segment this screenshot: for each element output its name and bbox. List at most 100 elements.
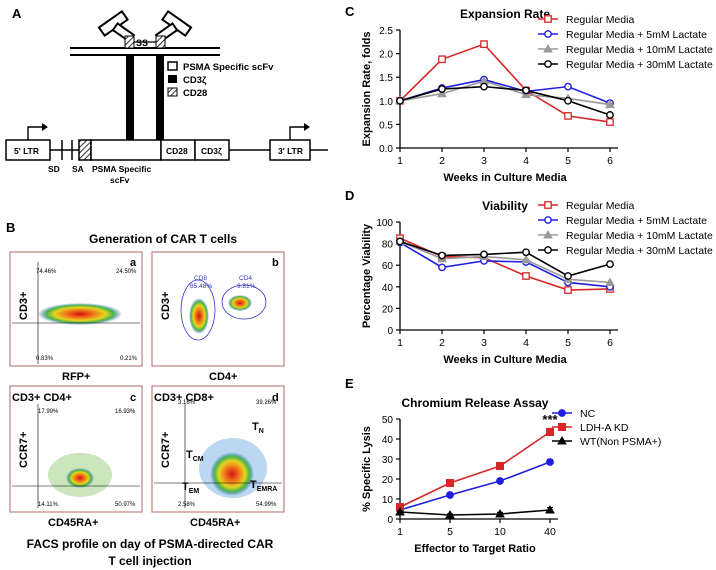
y-tick-label: 1.5 [379, 73, 393, 84]
y-axis-title: Percentage Viability [361, 223, 373, 328]
data-point [564, 112, 572, 120]
legend-label: Regular Media + 10mM Lactate [566, 230, 713, 242]
plot-header: CD3+ CD8+ [154, 392, 214, 404]
x-tick-label: 1 [397, 155, 403, 167]
x-tick-label: 6 [607, 337, 613, 349]
legend-marker [558, 423, 566, 431]
y-tick-label: 20 [382, 304, 394, 315]
x-axis-label: CD4+ [209, 371, 237, 383]
quadrant-ur: 16.93% [115, 409, 136, 415]
x-axis-title: Weeks in Culture Media [443, 172, 567, 184]
cd4-population [228, 295, 252, 311]
panel-letter-a: A [12, 6, 22, 21]
data-point [564, 286, 572, 294]
y-tick-label: 0 [387, 326, 393, 337]
y-tick-label: 0.5 [379, 120, 393, 131]
chart-title: Viability [482, 199, 528, 213]
x-axis-label: RFP+ [62, 371, 90, 383]
facs-plot-b: b CD8 85.48% CD4 9.81% CD4+ CD3+ [151, 251, 285, 383]
plot-letter: d [272, 392, 279, 404]
x-tick-label: 3 [481, 337, 487, 349]
cd28-box-label: CD28 [166, 146, 188, 156]
data-point [546, 428, 554, 436]
cd8-gate-value: 85.48% [190, 283, 212, 290]
x-tick-label: 5 [565, 337, 571, 349]
y-axis-label: CCR7+ [160, 432, 172, 468]
y-tick-label: 20 [382, 475, 394, 486]
y-tick-label: 50 [382, 415, 394, 426]
legend-marker [544, 246, 552, 254]
data-point [521, 254, 531, 264]
data-point [396, 237, 404, 246]
data-point [445, 509, 455, 519]
legend: NC LDH-A KD WT(Non PSMA+) [552, 408, 661, 448]
chart-title: Expansion Rate [460, 7, 550, 21]
panel-letter-b: B [6, 220, 15, 235]
x-axis-title: Weeks in Culture Media [443, 354, 567, 366]
cd28-swatch [167, 87, 178, 97]
legend-label: Regular Media + 30mM Lactate [566, 245, 713, 257]
x-axis-label: CD45RA+ [48, 517, 98, 529]
quadrant-ur: 39.26% [256, 400, 277, 406]
y-tick-label: 100 [376, 218, 393, 229]
vector-construct: 5' LTR SD SA PSMA Specific scFv CD28 CD3… [5, 123, 328, 185]
quadrant-ll: 2.58% [178, 502, 196, 508]
y-tick-label: 80 [382, 240, 394, 251]
plot-header: CD3+ CD4+ [12, 392, 72, 404]
y-tick-label: 0.0 [379, 144, 393, 155]
x-tick-label: 6 [607, 155, 613, 167]
panel-letter-c: C [345, 4, 355, 19]
series-line [399, 431, 551, 508]
quadrant-lr: 54.99% [256, 502, 277, 508]
legend-marker [558, 409, 566, 417]
legend: Regular Media Regular Media + 5mM Lactate… [538, 200, 713, 257]
ltr5-label: 5' LTR [14, 146, 39, 156]
legend-a: PSMA Specific scFv CD3ζ CD28 [167, 61, 274, 99]
legend-label: Regular Media [566, 200, 634, 212]
data-point [438, 263, 446, 272]
facs-plot-d: CD3+ CD8+ d 3.16% 39.26% 2.58% 54.99% TC… [151, 385, 285, 529]
x-tick-label: 2 [439, 155, 445, 167]
series-line [399, 509, 551, 516]
quadrant-lr: 0.21% [120, 356, 138, 362]
data-point [564, 82, 572, 91]
y-tick-label: 40 [382, 283, 394, 294]
x-tick-label: 1 [397, 337, 403, 349]
y-tick-label: 60 [382, 261, 394, 272]
y-axis-title: % Specific Lysis [361, 426, 373, 512]
plot-letter: c [130, 392, 136, 404]
chart-chromium-release: Chromium Release Assay 0 10 20 30 40 50 1 5 10 40 E… [361, 396, 661, 555]
x-tick-label: 2 [439, 337, 445, 349]
x-tick-label: 4 [523, 337, 529, 349]
ltr3-label: 3' LTR [278, 146, 303, 156]
y-axis-label: CD3+ [18, 292, 30, 320]
car-receptor-diagram: SS [70, 10, 220, 146]
legend-marker [544, 60, 552, 68]
panel-letter-e: E [345, 376, 354, 391]
y-axis-title: Expansion Rate, folds [361, 32, 373, 147]
series-1 [396, 75, 614, 108]
y-axis-label: CCR7+ [18, 432, 30, 468]
legend-label: Regular Media + 5mM Lactate [566, 29, 707, 41]
psma-scfv-label: PSMA Specific [92, 164, 151, 174]
data-point [446, 479, 454, 487]
data-point [446, 491, 454, 499]
legend-marker [544, 216, 552, 224]
cd4-gate-label: CD4 [239, 275, 252, 282]
legend-label: WT(Non PSMA+) [580, 436, 661, 448]
data-point [396, 96, 404, 105]
series-line [399, 241, 611, 288]
cd3z-box-label: CD3ζ [201, 146, 222, 156]
significance-marker: *** [542, 412, 558, 427]
legend-marker [544, 201, 552, 209]
quadrant-ll: 0.83% [36, 356, 54, 362]
cell-population-core [66, 468, 94, 488]
legend-label: Regular Media + 30mM Lactate [566, 59, 713, 71]
data-point [522, 86, 530, 95]
sa-label: SA [72, 164, 84, 174]
tn-label: TN [252, 421, 264, 435]
cd3z-swatch [168, 75, 177, 83]
x-tick-label: 1 [397, 526, 403, 538]
facs-plot-c: CD3+ CD4+ c 17.99% 16.93% 14.11% 50.97% … [9, 385, 143, 529]
x-tick-label: 10 [494, 526, 506, 538]
